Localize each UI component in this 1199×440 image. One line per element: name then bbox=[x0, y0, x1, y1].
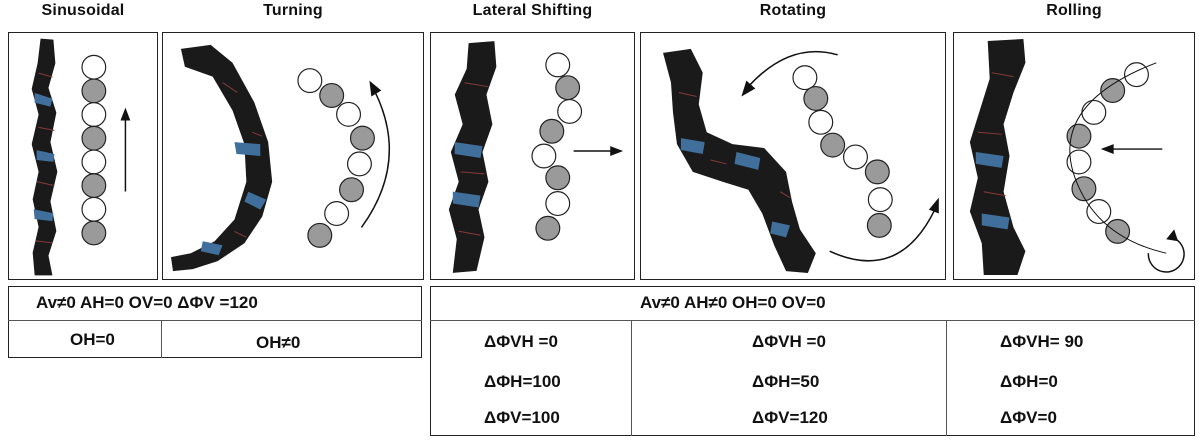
panel-rolling bbox=[953, 32, 1195, 280]
right-table-divider bbox=[430, 320, 1195, 321]
roll-arrow bbox=[1147, 229, 1185, 273]
panel-rotating bbox=[640, 32, 946, 280]
lateral-dphi-h: ΔΦH=100 bbox=[484, 372, 561, 391]
rolling-dphi-vh: ΔΦVH= 90 bbox=[1000, 332, 1084, 351]
module-chain bbox=[297, 68, 375, 248]
direction-arrow bbox=[120, 107, 131, 192]
rotating-dphi-vh: ΔΦVH =0 bbox=[752, 332, 826, 351]
right-table-col-divider-2 bbox=[946, 320, 947, 436]
module-chain bbox=[81, 54, 107, 246]
robot-photo bbox=[663, 48, 816, 274]
left-table-oh-zero: OH=0 bbox=[70, 330, 115, 349]
lateral-dphi-vh: ΔΦVH =0 bbox=[484, 332, 558, 351]
robot-photo bbox=[969, 38, 1026, 276]
rotating-dphi-h: ΔΦH=50 bbox=[752, 372, 820, 391]
right-table-row1: Av≠0 AH≠0 OH=0 OV=0 bbox=[640, 293, 826, 312]
rotating-diagram bbox=[663, 48, 939, 274]
module-chain bbox=[531, 52, 583, 241]
left-table-column-divider bbox=[161, 320, 162, 358]
module-chain bbox=[792, 65, 893, 238]
robot-photo bbox=[170, 44, 273, 272]
rotating-dphi-v: ΔΦV=120 bbox=[752, 408, 828, 427]
direction-arrow bbox=[1100, 144, 1163, 155]
direction-arrow bbox=[573, 146, 624, 156]
rotate-arrow-bottom bbox=[829, 197, 939, 262]
rolling-axis-curve bbox=[1069, 62, 1167, 254]
robot-photo bbox=[448, 41, 497, 273]
rotate-arrow-top bbox=[741, 50, 838, 97]
left-table-oh-nonzero: OH≠0 bbox=[256, 333, 301, 352]
left-table-divider bbox=[8, 320, 422, 321]
lateral-dphi-v: ΔΦV=100 bbox=[484, 408, 560, 427]
right-param-table bbox=[430, 286, 1195, 436]
title-sinusoidal: Sinusoidal bbox=[41, 2, 125, 19]
panel-turning bbox=[162, 32, 424, 280]
left-table-row1: Av≠0 AH=0 OV=0 ΔΦV =120 bbox=[36, 293, 258, 312]
module-chain bbox=[1066, 62, 1149, 244]
title-turning: Turning bbox=[263, 2, 323, 19]
rolling-dphi-v: ΔΦV=0 bbox=[1000, 408, 1057, 427]
rolling-diagram bbox=[969, 38, 1185, 276]
sinusoidal-diagram bbox=[31, 38, 131, 276]
robot-photo bbox=[31, 38, 58, 276]
turning-diagram bbox=[170, 44, 390, 272]
title-rotating: Rotating bbox=[759, 2, 827, 19]
left-param-table bbox=[8, 286, 422, 358]
right-table-col-divider-1 bbox=[631, 320, 632, 436]
rolling-dphi-h: ΔΦH=0 bbox=[1000, 372, 1058, 391]
curved-arrow bbox=[360, 80, 390, 228]
title-lateral-shifting: Lateral Shifting bbox=[472, 2, 593, 19]
lateral-diagram bbox=[448, 41, 624, 273]
panel-lateral-shifting bbox=[430, 32, 635, 280]
panel-sinusoidal bbox=[8, 32, 158, 280]
title-rolling: Rolling bbox=[1046, 2, 1102, 19]
